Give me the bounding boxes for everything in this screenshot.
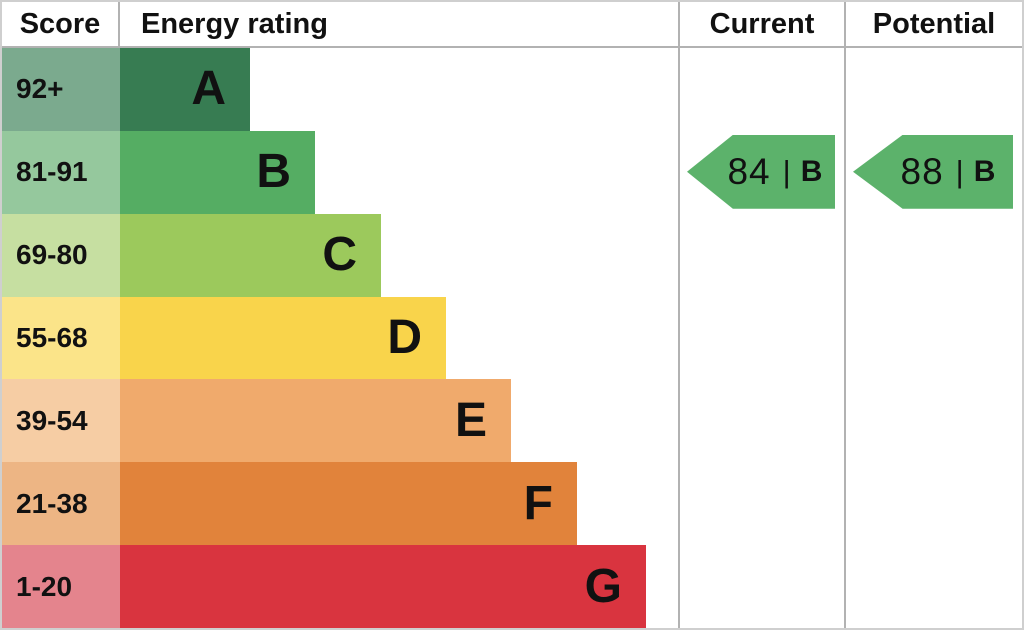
score-range-cell: 69-80 bbox=[2, 213, 120, 297]
rating-letter: E bbox=[454, 393, 487, 447]
potential-rating-letter: B bbox=[973, 154, 996, 188]
rating-bar: B bbox=[120, 130, 315, 214]
rating-letter: D bbox=[387, 311, 422, 364]
rating-letter: G bbox=[584, 559, 622, 613]
current-column: 84 | B bbox=[678, 48, 844, 628]
current-rating-letter: B bbox=[800, 154, 823, 188]
energy-rating-column-header: Energy rating bbox=[141, 7, 328, 40]
score-column-header: Score bbox=[2, 2, 120, 46]
rating-bar: D bbox=[120, 296, 446, 380]
rating-band-row: 69-80 C bbox=[2, 213, 678, 297]
rating-letter: F bbox=[523, 476, 553, 530]
potential-column-header: Potential bbox=[844, 2, 1022, 46]
rating-band-row: 92+ A bbox=[2, 48, 678, 131]
pointer-separator: | bbox=[782, 153, 791, 189]
chart-header-row: Score Energy rating Current Potential bbox=[2, 2, 1022, 48]
chart-body: 92+ A 81-91 B 69-80 C 55-68 D 39-54 E 21… bbox=[2, 48, 1022, 629]
header-left-group: Score Energy rating bbox=[2, 2, 678, 46]
current-column-header: Current bbox=[678, 2, 844, 46]
pointer-separator: | bbox=[955, 153, 964, 189]
rating-letter: A bbox=[191, 62, 226, 116]
rating-bar: A bbox=[120, 48, 250, 131]
potential-rating-pointer-arrow: 88 | B bbox=[853, 134, 1013, 209]
rating-bar: E bbox=[120, 379, 511, 463]
rating-bands: 92+ A 81-91 B 69-80 C 55-68 D 39-54 E 21… bbox=[2, 48, 678, 629]
rating-band-row: 21-38 F bbox=[2, 462, 678, 546]
score-range-cell: 1-20 bbox=[2, 545, 120, 629]
score-range-cell: 55-68 bbox=[2, 296, 120, 380]
rating-letter: B bbox=[256, 145, 291, 199]
current-rating-pointer-arrow: 84 | B bbox=[687, 134, 835, 209]
potential-column: 88 | B bbox=[844, 48, 1022, 628]
rating-band-row: 1-20 G bbox=[2, 545, 678, 629]
rating-bar: C bbox=[120, 213, 381, 297]
current-score-value: 84 bbox=[727, 150, 771, 192]
score-range-cell: 92+ bbox=[2, 48, 120, 131]
potential-score-value: 88 bbox=[900, 150, 944, 192]
score-range-cell: 39-54 bbox=[2, 379, 120, 463]
score-range-cell: 21-38 bbox=[2, 462, 120, 546]
rating-letter: C bbox=[322, 228, 357, 282]
rating-bar: F bbox=[120, 462, 577, 546]
score-range-cell: 81-91 bbox=[2, 130, 120, 214]
rating-band-row: 39-54 E bbox=[2, 379, 678, 463]
rating-band-row: 55-68 D bbox=[2, 296, 678, 380]
rating-band-row: 81-91 B bbox=[2, 130, 678, 214]
rating-bar: G bbox=[120, 545, 646, 629]
